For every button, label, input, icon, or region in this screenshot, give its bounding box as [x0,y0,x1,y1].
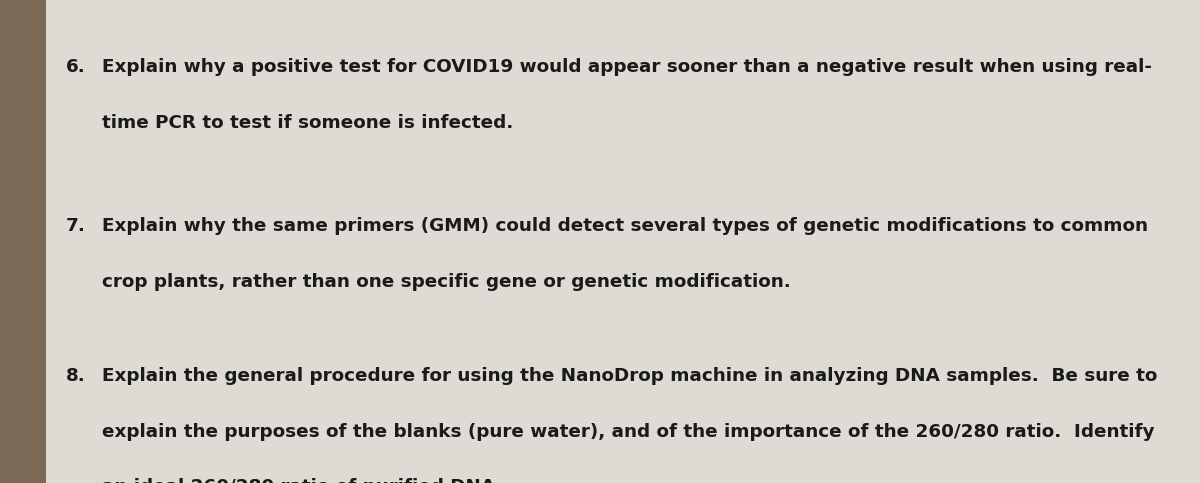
Text: Explain why the same primers (GMM) could detect several types of genetic modific: Explain why the same primers (GMM) could… [102,217,1148,235]
Text: time PCR to test if someone is infected.: time PCR to test if someone is infected. [102,114,514,131]
Text: 7.: 7. [66,217,86,235]
Text: explain the purposes of the blanks (pure water), and of the importance of the 26: explain the purposes of the blanks (pure… [102,423,1154,440]
FancyBboxPatch shape [0,0,46,483]
Text: 6.: 6. [66,58,85,76]
Text: Explain the general procedure for using the NanoDrop machine in analyzing DNA sa: Explain the general procedure for using … [102,367,1157,385]
FancyBboxPatch shape [46,0,1200,483]
Text: an ideal 260/280 ratio of purified DNA.: an ideal 260/280 ratio of purified DNA. [102,478,503,483]
Text: 8.: 8. [66,367,85,385]
Text: Explain why a positive test for COVID19 would appear sooner than a negative resu: Explain why a positive test for COVID19 … [102,58,1152,76]
Text: crop plants, rather than one specific gene or genetic modification.: crop plants, rather than one specific ge… [102,273,791,291]
